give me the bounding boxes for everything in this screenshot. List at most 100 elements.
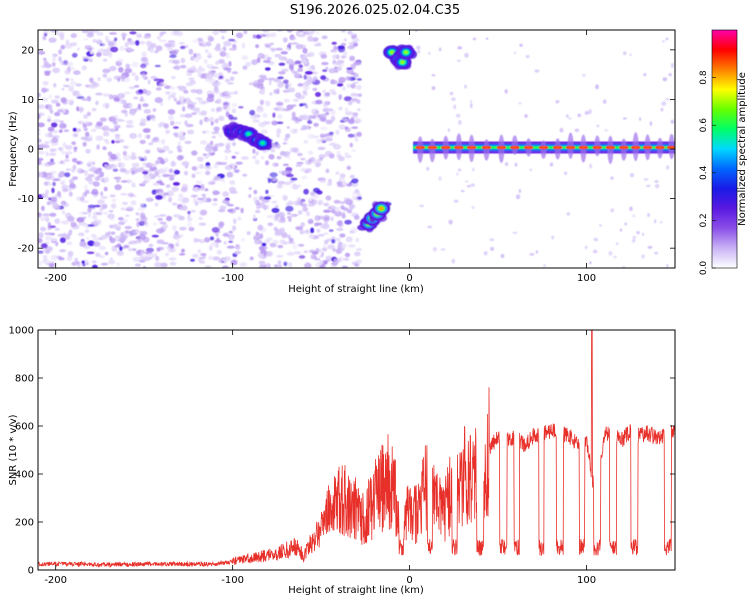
spectrogram-cell [151,234,159,238]
spectrogram-cell [451,97,456,101]
spectrogram-cell [80,200,89,203]
spectrogram-cell [257,78,265,84]
spectrogram-cell [229,180,236,185]
spectrogram-cell [207,181,215,185]
spectrogram-cell [297,152,303,157]
spectrogram-cell [49,170,57,174]
spectrogram-cell [57,173,63,179]
spectrogram-cell [282,142,288,145]
spectrogram-cell [670,119,674,124]
spectrogram-cell [456,172,459,176]
spectrogram-cell [202,43,206,48]
spectrogram-cell [99,207,104,212]
spectrogram-cell [355,248,363,251]
spectrogram-cell [211,227,220,233]
spectrogram-cell [163,157,169,163]
spectrogram-cell [93,241,101,247]
spectrogram-cell [338,124,346,130]
spectrogram-cell [232,44,236,49]
spectrogram-cell [352,81,359,85]
spectrogram-cell [99,117,107,122]
spectrogram-cell [52,54,58,58]
spectrogram-cell [41,205,45,211]
spectrogram-cell [323,92,331,98]
spectrogram-cell [341,181,347,187]
spectrogram-cell [81,192,86,198]
spectrogram-cell [183,89,189,94]
spectrogram-cell [261,88,265,93]
spectrogram-cell [188,77,195,81]
spectrogram-cell [112,223,118,230]
spectrogram-cell [200,253,207,256]
spectrogram-cell [179,114,187,118]
spectrogram-cell [515,194,521,200]
spectrogram-cell [293,128,298,134]
spectrogram-cell [227,209,234,213]
spectrogram-cell [128,111,136,115]
spectrogram-cell [327,244,335,250]
spectrogram-cell [602,99,607,104]
spectrogram-cell [129,31,137,35]
spectrogram-cell [642,232,645,236]
spectrogram-cell [127,192,135,197]
carrier-peak-core [468,146,475,149]
spectrogram-cell [320,113,327,118]
spectrogram-cell [116,58,124,62]
spectrogram-cell [96,144,100,150]
spectrogram-cell [90,50,94,55]
spectrogram-cell [42,213,50,217]
spectrogram-cell [108,128,116,132]
spectrogram-cell [52,148,57,152]
spectrogram-cell [219,51,227,57]
spectrogram-cell [98,245,107,251]
spectrogram-cell [163,123,169,129]
spectrogram-cell [290,184,298,190]
spectrogram-cell [162,145,170,152]
spectrogram-cell [192,253,199,258]
spectrogram-cell [91,260,97,264]
spectrogram-cell [343,38,347,42]
spectrogram-cell [185,82,193,87]
spectrogram-cell [156,247,161,252]
spectrogram-cell [49,212,57,217]
spectrogram-cell [147,169,153,173]
spectrogram-cell [107,41,114,47]
spectrogram-cell [336,150,341,155]
spectrogram-cell [581,73,586,77]
spectrogram-cell [525,54,530,59]
spectrogram-cell [261,156,265,160]
spectrogram-cell [210,66,220,70]
spectrogram-cell [96,31,104,36]
spectrogram-cell [623,51,627,56]
spectrogram-cell [235,32,244,39]
spectrogram-cell [504,89,508,94]
spectrogram-cell [103,186,108,192]
spectrogram-cell [50,196,58,203]
snr-xtick-label: -200 [44,575,67,586]
spectrogram-cell [288,262,293,268]
spectrogram-cell [84,184,88,191]
spectrogram-cell [120,180,128,183]
spectrogram-cell [259,233,264,240]
spectrogram-cell [38,92,41,98]
spectrogram-cell [265,45,271,48]
spectrogram-cell [169,261,177,266]
spectrogram-cell [338,76,346,83]
spectrogram-cell [115,152,121,158]
spectrogram-cell [52,178,61,182]
spectrogram-cell [178,42,185,45]
spectrogram-cell [259,33,265,37]
spectrogram-cell [151,189,157,195]
spectrogram-cell [138,156,143,160]
spectrogram-cell [198,65,203,69]
spectrogram-cell [38,238,43,244]
spectrogram-cell [172,202,178,206]
spectrogram-cell [38,122,45,128]
spectrogram-cell [307,219,314,225]
spectrogram-cell [426,167,430,171]
spectrogram-cell [52,61,56,67]
spectrogram-cell [47,126,55,132]
spectrogram-cell [483,139,490,161]
spectrogram-cell [339,256,344,262]
spectrogram-cell [44,70,52,74]
